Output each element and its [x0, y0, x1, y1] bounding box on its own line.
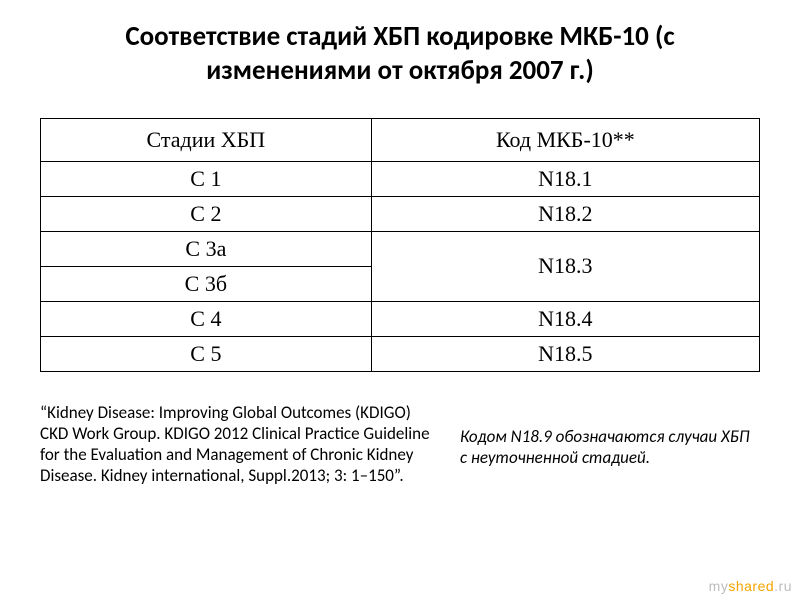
cell-stage: С 1	[41, 161, 372, 196]
table-row: С 2 N18.2	[41, 196, 760, 231]
ckd-icd-table: Стадии ХБП Код МКБ-10** С 1 N18.1 С 2 N1…	[40, 118, 760, 372]
cell-stage: С 5	[41, 336, 372, 371]
watermark: myshared.ru	[709, 578, 792, 594]
note-text: Кодом N18.9 обозначаются случаи ХБП с не…	[460, 402, 760, 487]
cell-stage: С 4	[41, 301, 372, 336]
cell-stage: С 3а	[41, 231, 372, 266]
cell-code: N18.4	[371, 301, 759, 336]
cell-stage: С 3б	[41, 266, 372, 301]
table-row: С 4 N18.4	[41, 301, 760, 336]
cell-code: N18.1	[371, 161, 759, 196]
col-header-code: Код МКБ-10**	[371, 118, 759, 161]
page-title: Соответствие стадий ХБП кодировке МКБ-10…	[40, 20, 760, 88]
cell-code: N18.5	[371, 336, 759, 371]
watermark-part-suffix: .ru	[774, 578, 792, 594]
cell-code-merged: N18.3	[371, 231, 759, 301]
table-row: С 1 N18.1	[41, 161, 760, 196]
table-header-row: Стадии ХБП Код МКБ-10**	[41, 118, 760, 161]
watermark-part-gray: my	[709, 578, 729, 594]
table-row: С 3а N18.3	[41, 231, 760, 266]
cell-code: N18.2	[371, 196, 759, 231]
watermark-part-orange: shared	[728, 578, 774, 594]
cell-stage: С 2	[41, 196, 372, 231]
col-header-stage: Стадии ХБП	[41, 118, 372, 161]
table-row: С 5 N18.5	[41, 336, 760, 371]
footer: “Kidney Disease: Improving Global Outcom…	[40, 402, 760, 487]
citation-text: “Kidney Disease: Improving Global Outcom…	[40, 402, 430, 487]
